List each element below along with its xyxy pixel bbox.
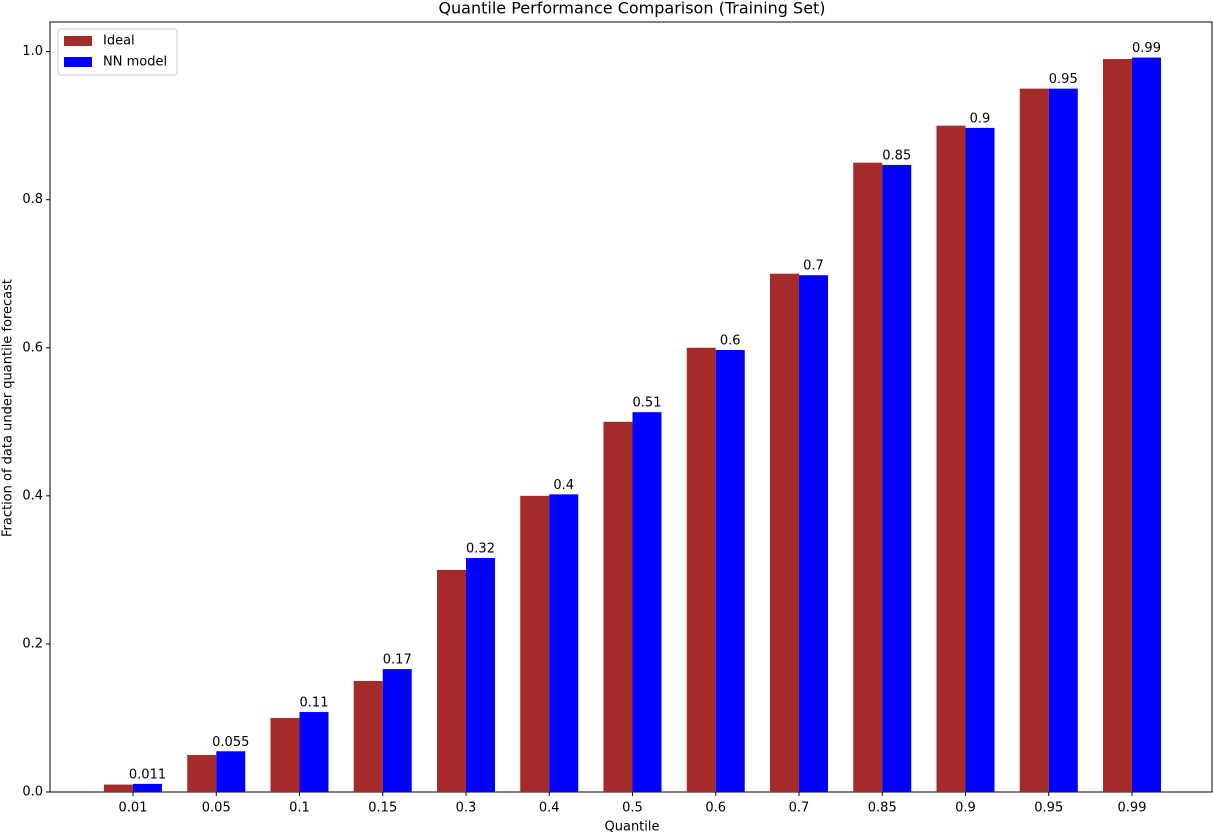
value-label: 0.95 xyxy=(1049,72,1078,87)
bar xyxy=(1048,88,1078,792)
y-tick-label: 0.4 xyxy=(22,488,43,503)
bar xyxy=(270,717,300,792)
value-label: 0.85 xyxy=(882,148,911,163)
value-label: 0.99 xyxy=(1132,41,1161,56)
x-tick-label: 0.99 xyxy=(1118,801,1147,816)
bar xyxy=(686,347,716,792)
bar xyxy=(853,162,883,792)
x-tick-label: 0.05 xyxy=(202,801,231,816)
value-label: 0.7 xyxy=(803,259,824,274)
x-tick-label: 0.7 xyxy=(789,801,810,816)
value-label: 0.17 xyxy=(383,653,412,668)
value-label: 0.011 xyxy=(129,767,166,782)
value-label: 0.11 xyxy=(300,696,329,711)
bar xyxy=(466,558,495,792)
y-tick-label: 0.8 xyxy=(22,192,43,207)
value-label: 0.32 xyxy=(466,542,495,557)
x-tick-label: 0.5 xyxy=(622,801,643,816)
bar xyxy=(299,712,329,792)
x-tick-label: 0.95 xyxy=(1034,801,1063,816)
y-axis-label: Fraction of data under quantile forecast xyxy=(1,279,16,537)
value-label: 0.51 xyxy=(633,396,662,411)
bar xyxy=(353,680,383,792)
y-tick-label: 0.2 xyxy=(22,636,43,651)
x-tick-label: 0.4 xyxy=(539,801,560,816)
bar xyxy=(715,349,745,792)
bar xyxy=(770,273,799,792)
legend-label: Ideal xyxy=(103,34,135,49)
legend-swatch xyxy=(64,57,92,67)
value-label: 0.9 xyxy=(970,111,991,126)
y-tick-label: 0.0 xyxy=(22,785,43,800)
bar xyxy=(216,751,246,792)
x-axis-label: Quantile xyxy=(605,820,660,835)
bar xyxy=(1132,57,1161,793)
x-tick-label: 0.1 xyxy=(289,801,310,816)
x-tick-label: 0.15 xyxy=(368,801,397,816)
y-tick-label: 0.6 xyxy=(22,340,43,355)
bar xyxy=(936,125,966,792)
bar xyxy=(104,784,133,792)
legend-swatch xyxy=(64,36,92,46)
bar xyxy=(549,494,579,792)
x-tick-label: 0.6 xyxy=(705,801,726,816)
legend-label: NN model xyxy=(103,55,167,70)
bar xyxy=(799,275,828,792)
value-label: 0.055 xyxy=(212,735,249,750)
x-tick-label: 0.9 xyxy=(955,801,976,816)
bar xyxy=(187,754,217,792)
value-label: 0.6 xyxy=(720,333,741,348)
bar xyxy=(882,164,912,792)
x-tick-label: 0.85 xyxy=(868,801,897,816)
bar xyxy=(133,783,162,792)
y-tick-label: 1.0 xyxy=(22,44,43,59)
bar xyxy=(520,495,550,792)
value-label: 0.4 xyxy=(553,478,574,493)
chart-title: Quantile Performance Comparison (Trainin… xyxy=(438,0,825,18)
bar xyxy=(1019,88,1049,792)
bar xyxy=(382,669,412,792)
x-tick-label: 0.3 xyxy=(456,801,477,816)
bar xyxy=(603,421,633,792)
bar xyxy=(1103,59,1132,793)
bar xyxy=(632,412,662,792)
bar xyxy=(965,127,995,792)
bar xyxy=(437,569,466,792)
x-tick-label: 0.01 xyxy=(119,801,148,816)
